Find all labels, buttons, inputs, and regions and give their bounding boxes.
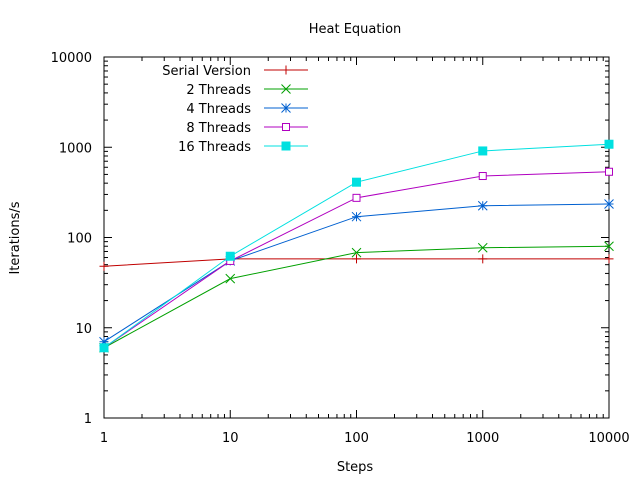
cross-marker [225,273,236,284]
star-marker [281,103,291,113]
x-tick-label: 10 [222,431,239,446]
plot-series [99,139,614,353]
y-tick-label: 10 [75,322,92,337]
cross-marker [281,84,291,94]
chart-title: Heat Equation [309,22,402,37]
star-marker [477,200,488,211]
plus-marker [281,65,291,75]
open-square-marker [352,193,361,202]
plus-marker [352,254,361,264]
open-square-marker [282,123,290,131]
filled-square-marker [352,177,361,187]
legend-entry: 8 Threads [186,121,308,136]
plus-marker [604,254,614,264]
legend-label: 4 Threads [186,102,251,117]
x-tick-label: 10000 [588,431,629,446]
filled-square-marker [478,146,488,156]
x-axis-label: Steps [337,460,374,475]
open-square-marker [478,172,487,181]
legend-label: Serial Version [162,64,251,79]
legend-label: 8 Threads [186,121,251,136]
legend-entry: 16 Threads [178,140,308,155]
legend-entry: 4 Threads [186,102,308,117]
filled-square-marker [99,343,109,353]
y-axis-label: Iterations/s [8,201,23,274]
plus-marker [99,261,109,271]
y-tick-label: 1000 [59,141,92,156]
axes: 1 10 100 1000 10000 1 10 100 1000 10000 [51,51,630,446]
legend-label: 16 Threads [178,140,251,155]
plus-marker [478,254,488,264]
series-3 [99,199,614,347]
legend: Serial Version 2 Threads 4 Threads 8 Thread… [162,64,308,155]
filled-square-marker [281,141,291,151]
cross-marker [351,247,362,258]
plot-frame [103,56,610,419]
y-tick-label: 10000 [51,51,92,66]
filled-square-marker [225,251,235,261]
x-tick-label: 1000 [466,431,499,446]
star-marker [99,336,109,347]
series-1 [99,254,614,271]
x-tick-label: 1 [100,431,108,446]
legend-label: 2 Threads [186,83,251,98]
x-tick-label: 100 [344,431,369,446]
cross-marker [604,241,614,252]
filled-square-marker [604,139,614,149]
series-line [103,203,610,343]
star-marker [351,211,362,222]
y-tick-label: 100 [67,232,92,247]
legend-entry: Serial Version [162,64,308,79]
star-marker [604,199,614,209]
series-5 [99,139,614,353]
open-square-marker [605,167,613,176]
legend-entry: 2 Threads [186,83,308,98]
y-tick-label: 1 [84,412,92,427]
cross-marker [477,242,488,253]
